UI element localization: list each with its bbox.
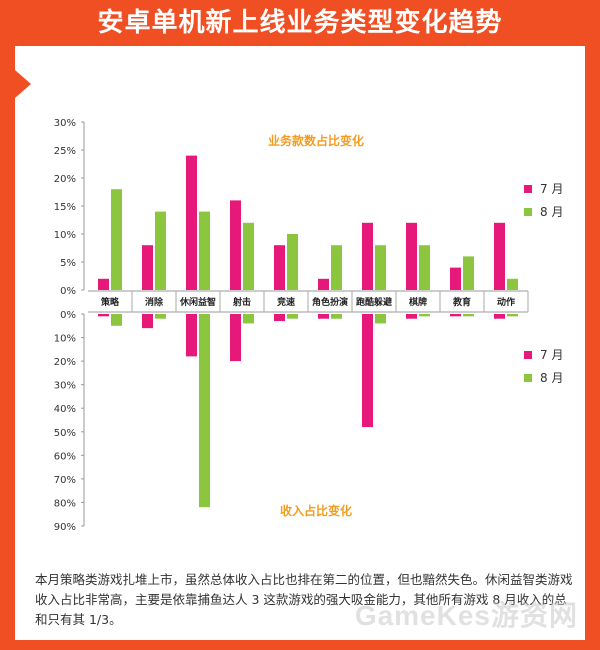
lower-y-tick-label: 10% bbox=[54, 334, 76, 345]
lower-legend-august-label: 8 月 bbox=[540, 371, 563, 385]
lower-bar-july bbox=[186, 314, 197, 357]
category-label: 教育 bbox=[452, 296, 471, 308]
lower-bar-august bbox=[199, 314, 210, 508]
lower-bar-august bbox=[243, 314, 254, 324]
watermark: GameKes游资网 bbox=[354, 600, 578, 631]
upper-y-tick-label: 20% bbox=[54, 174, 76, 185]
category-label: 休闲益智 bbox=[179, 296, 216, 308]
upper-y-tick-label: 15% bbox=[54, 202, 76, 213]
lower-bar-july bbox=[98, 314, 109, 317]
upper-bar-july bbox=[230, 200, 241, 290]
lower-bar-august bbox=[419, 314, 430, 317]
upper-bar-august bbox=[243, 222, 254, 290]
lower-bar-august bbox=[463, 314, 474, 317]
lower-bar-july bbox=[406, 314, 417, 319]
lower-y-tick-label: 80% bbox=[54, 498, 76, 509]
lower-y-tick-label: 50% bbox=[54, 428, 76, 439]
category-label: 策略 bbox=[100, 296, 120, 308]
upper-bar-july bbox=[142, 245, 153, 290]
lower-legend-august-swatch bbox=[524, 374, 532, 382]
lower-y-tick-label: 30% bbox=[54, 381, 76, 392]
upper-y-tick-label: 10% bbox=[54, 230, 76, 241]
upper-bar-july bbox=[406, 222, 417, 290]
category-label: 棋牌 bbox=[408, 296, 427, 308]
upper-bar-july bbox=[450, 267, 461, 290]
lower-bar-august bbox=[507, 314, 518, 317]
upper-bar-july bbox=[186, 155, 197, 290]
lower-bar-july bbox=[142, 314, 153, 329]
category-label: 跑酷躲避 bbox=[356, 296, 393, 308]
upper-bar-july bbox=[362, 222, 373, 290]
upper-bar-august bbox=[331, 245, 342, 290]
upper-bar-july bbox=[494, 222, 505, 290]
lower-y-tick-label: 0% bbox=[60, 310, 76, 321]
lower-bar-july bbox=[494, 314, 505, 319]
lower-legend-july-swatch bbox=[524, 351, 532, 359]
upper-y-tick-label: 30% bbox=[54, 118, 76, 129]
upper-y-tick-label: 0% bbox=[60, 286, 76, 297]
upper-bar-august bbox=[419, 245, 430, 290]
lower-y-tick-label: 60% bbox=[54, 451, 76, 462]
lower-bar-july bbox=[450, 314, 461, 317]
upper-chart-title: 业务款数占比变化 bbox=[268, 133, 364, 148]
lower-bar-july bbox=[318, 314, 329, 319]
category-label: 射击 bbox=[232, 296, 251, 308]
upper-bar-august bbox=[111, 189, 122, 290]
analysis-caption: 本月策略类游戏扎堆上市，虽然总体收入占比也排在第二的位置，但也黯然失色。休闲益智… bbox=[15, 560, 585, 640]
upper-y-tick-label: 5% bbox=[60, 258, 76, 269]
category-label: 角色扮演 bbox=[312, 296, 348, 308]
lower-chart-title: 收入占比变化 bbox=[280, 503, 352, 518]
page-title: 安卓单机新上线业务类型变化趋势 bbox=[97, 8, 503, 38]
panel-notch bbox=[15, 70, 31, 98]
upper-bar-july bbox=[274, 245, 285, 290]
upper-bar-august bbox=[155, 211, 166, 290]
lower-y-tick-label: 90% bbox=[54, 522, 76, 533]
upper-bar-august bbox=[463, 256, 474, 290]
lower-bar-july bbox=[362, 314, 373, 428]
lower-y-tick-label: 20% bbox=[54, 357, 76, 368]
upper-bar-august bbox=[507, 278, 518, 290]
category-label: 竞速 bbox=[276, 296, 295, 308]
lower-bar-august bbox=[111, 314, 122, 326]
lower-y-tick-label: 70% bbox=[54, 475, 76, 486]
upper-legend-august-label: 8 月 bbox=[540, 205, 563, 219]
lower-bar-august bbox=[155, 314, 166, 319]
lower-y-tick-label: 40% bbox=[54, 404, 76, 415]
upper-bar-july bbox=[98, 278, 109, 290]
lower-bar-july bbox=[230, 314, 241, 362]
lower-bar-august bbox=[287, 314, 298, 319]
category-label: 消除 bbox=[145, 296, 164, 308]
upper-bar-august bbox=[375, 245, 386, 290]
lower-bar-august bbox=[331, 314, 342, 319]
category-label: 动作 bbox=[497, 296, 515, 308]
lower-legend-july-label: 7 月 bbox=[540, 348, 563, 362]
lower-bar-august bbox=[375, 314, 386, 324]
upper-bar-august bbox=[287, 234, 298, 290]
chart-panel bbox=[15, 46, 585, 586]
upper-legend-july-swatch bbox=[524, 185, 532, 193]
upper-y-tick-label: 25% bbox=[54, 146, 76, 157]
lower-bar-july bbox=[274, 314, 285, 322]
upper-legend-july-label: 7 月 bbox=[540, 182, 563, 196]
upper-bar-august bbox=[199, 211, 210, 290]
upper-legend-august-swatch bbox=[524, 208, 532, 216]
upper-bar-july bbox=[318, 278, 329, 290]
